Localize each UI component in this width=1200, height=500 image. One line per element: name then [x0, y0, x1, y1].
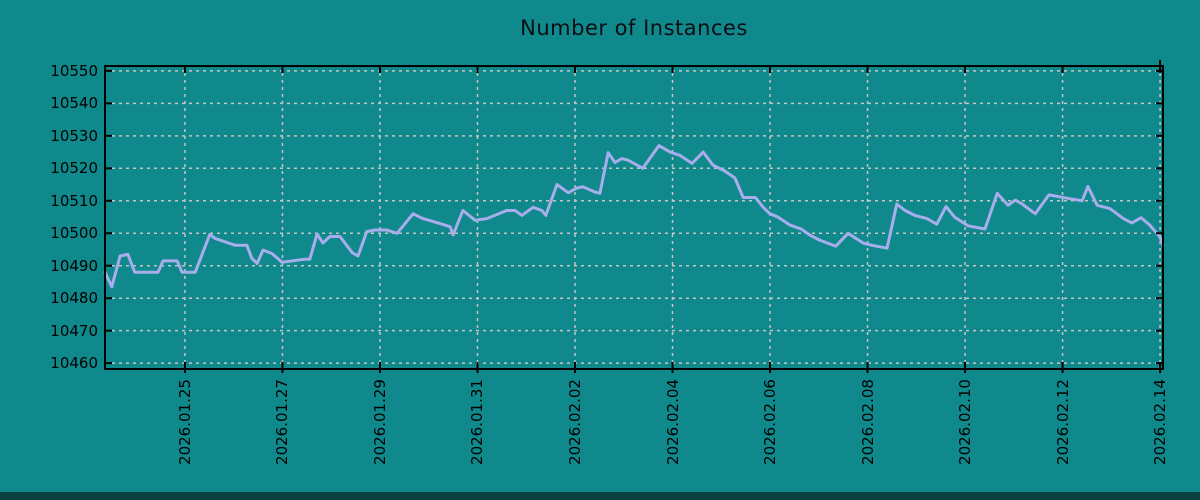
series-line-instances — [103, 144, 1165, 289]
chart-title: Number of Instances — [520, 16, 748, 40]
window-bottom-edge — [0, 492, 1200, 500]
plot-border — [104, 65, 1164, 370]
